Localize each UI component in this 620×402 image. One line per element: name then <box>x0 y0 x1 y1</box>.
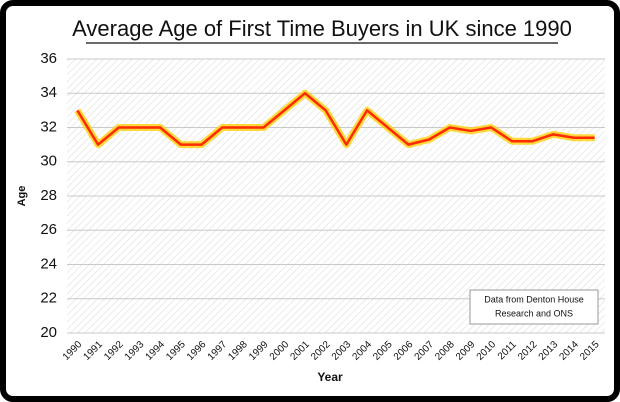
chart-title: Average Age of First Time Buyers in UK s… <box>72 16 572 41</box>
note-box <box>469 289 599 325</box>
x-axis-label: Year <box>317 370 343 384</box>
line <box>76 92 595 146</box>
y-tick-label: 36 <box>40 50 57 67</box>
y-axis-label: Age <box>16 186 28 207</box>
y-tick-label: 34 <box>40 84 57 101</box>
y-tick-label: 20 <box>40 324 57 341</box>
y-tick-label: 26 <box>40 221 57 238</box>
y-tick-label: 30 <box>40 153 57 170</box>
y-tick-label: 24 <box>40 255 57 272</box>
y-tick-label: 28 <box>40 187 57 204</box>
y-tick-label: 32 <box>40 118 57 135</box>
note-text: Research and ONS <box>495 308 573 318</box>
y-tick-label: 22 <box>40 290 57 307</box>
note-text: Data from Denton House <box>484 294 584 304</box>
